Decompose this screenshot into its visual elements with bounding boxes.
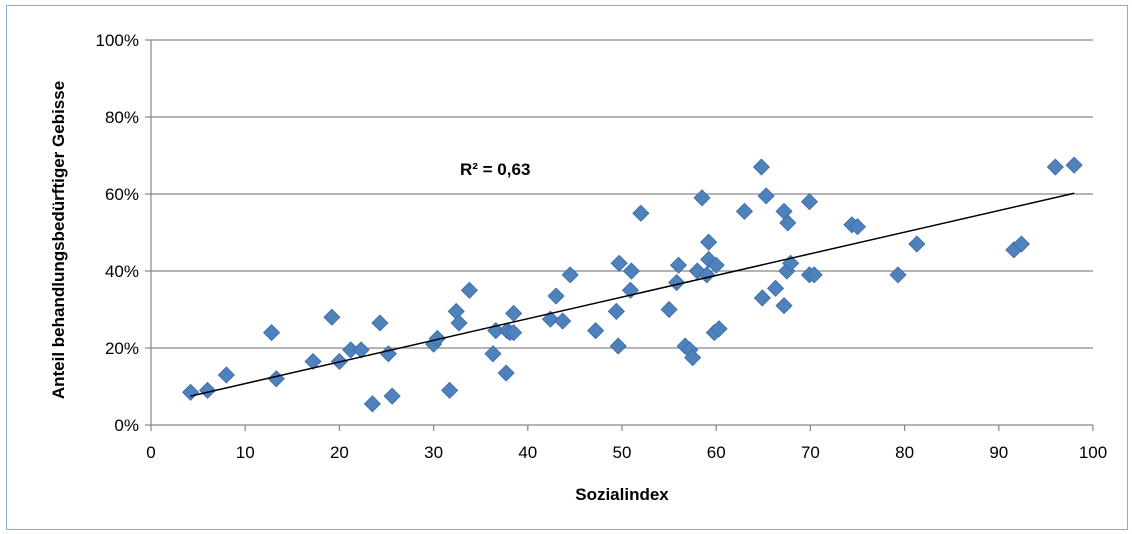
data-point	[267, 370, 285, 388]
axes	[150, 40, 1094, 431]
data-point	[304, 352, 322, 371]
y-tick-label: 100%	[96, 31, 139, 50]
data-point	[352, 341, 370, 359]
data-point	[610, 254, 628, 272]
data-point	[668, 273, 686, 292]
data-point	[441, 381, 459, 399]
data-point	[908, 235, 926, 253]
x-tick-label: 20	[330, 443, 349, 462]
x-tick-label: 10	[236, 443, 255, 462]
data-point	[1012, 235, 1030, 253]
r-squared-annotation: R² = 0,63	[460, 160, 530, 179]
data-point	[217, 366, 235, 384]
data-point	[700, 233, 718, 251]
data-point	[779, 214, 797, 232]
data-point	[1046, 158, 1064, 176]
data-point	[1065, 156, 1083, 174]
data-point	[547, 287, 565, 305]
data-point	[622, 262, 640, 280]
data-point	[753, 289, 771, 307]
y-axis-title: Anteil behandlungsbedürftiger Gebisse	[49, 81, 68, 399]
data-point	[660, 300, 678, 319]
data-point	[684, 349, 702, 367]
data-point	[460, 281, 478, 299]
data-point	[800, 193, 819, 211]
data-point	[363, 395, 381, 413]
data-point	[889, 266, 907, 284]
data-point	[505, 304, 523, 322]
y-tick-label: 40%	[105, 262, 139, 281]
x-tick-label: 30	[424, 443, 443, 462]
data-point	[782, 254, 800, 272]
data-point	[323, 308, 341, 326]
x-tick-label: 40	[518, 443, 537, 462]
y-tick-label: 20%	[105, 339, 139, 358]
data-point	[450, 314, 468, 332]
x-tick-label: 0	[146, 443, 155, 462]
data-point	[497, 364, 515, 382]
data-point	[198, 381, 217, 399]
x-tick-label: 90	[989, 443, 1008, 462]
x-tick-label: 80	[895, 443, 914, 462]
data-point	[632, 204, 650, 222]
x-tick-label: 100	[1079, 443, 1107, 462]
data-point	[669, 256, 688, 274]
data-point	[805, 266, 823, 284]
trendline	[190, 192, 1075, 397]
y-tick-label: 60%	[105, 185, 139, 204]
data-point	[609, 337, 627, 355]
y-tick-labels: 0% 20% 40% 60% 80% 100%	[96, 31, 139, 435]
data-point	[484, 345, 502, 363]
data-point	[752, 158, 770, 176]
data-point	[447, 302, 465, 320]
chart-frame	[6, 5, 1128, 530]
data-point	[383, 387, 401, 405]
data-point	[693, 189, 711, 207]
data-point	[848, 218, 867, 236]
data-point	[766, 279, 785, 297]
y-tick-label: 80%	[105, 108, 139, 127]
y-tick-label: 0%	[114, 416, 139, 435]
x-tick-labels: 0 10 20 30 40 50 60 70 80 90 100	[146, 443, 1107, 462]
data-point	[554, 312, 572, 330]
data-point	[735, 202, 754, 220]
data-point	[263, 324, 281, 342]
data-point	[561, 266, 579, 284]
data-point	[428, 329, 446, 347]
data-point	[707, 256, 725, 274]
x-axis-title: Sozialindex	[575, 485, 669, 504]
data-point	[775, 297, 793, 315]
data-point	[505, 324, 523, 342]
x-tick-label: 60	[707, 443, 726, 462]
data-point	[757, 187, 775, 205]
data-points	[181, 156, 1083, 413]
gridlines	[145, 39, 1093, 426]
data-point	[710, 320, 728, 338]
data-point	[371, 314, 389, 332]
data-point	[607, 302, 625, 320]
data-point	[181, 383, 200, 401]
data-point	[587, 322, 605, 340]
x-tick-label: 70	[801, 443, 820, 462]
x-tick-label: 50	[613, 443, 632, 462]
